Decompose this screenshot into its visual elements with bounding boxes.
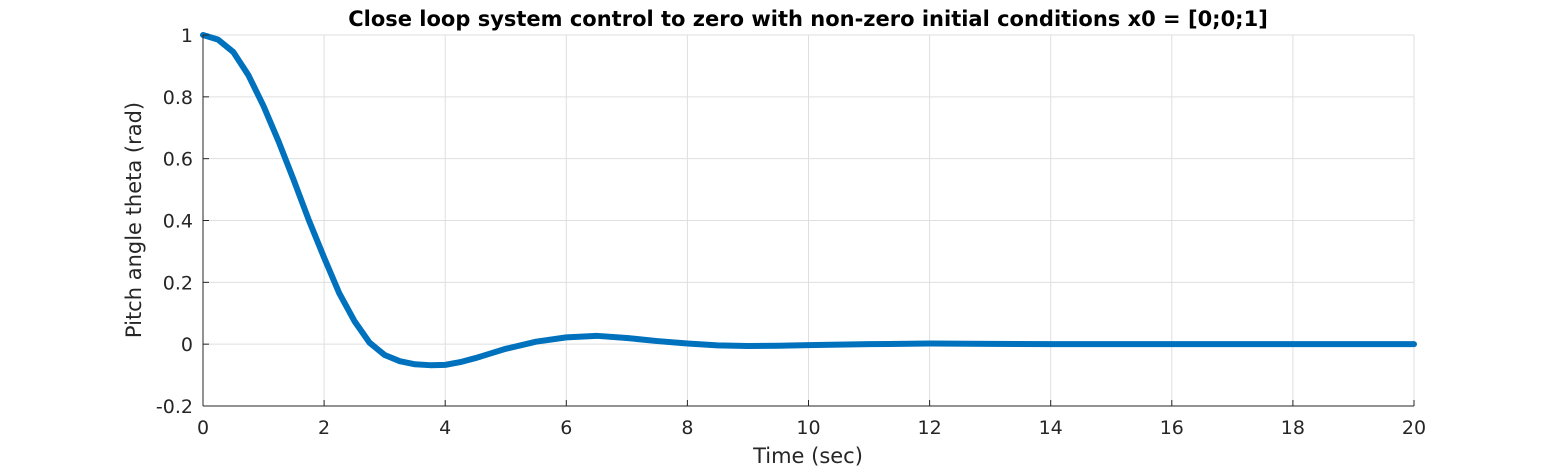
x-tick-label-4: 8 <box>681 417 693 439</box>
x-axis-label: Time (sec) <box>752 444 863 468</box>
series-layer <box>200 32 1417 369</box>
x-tick-label-7: 14 <box>1039 417 1063 439</box>
chart-title: Close loop system control to zero with n… <box>348 7 1268 31</box>
y-tick-label-5: 0.8 <box>163 87 193 109</box>
y-tick-label-6: 1 <box>181 25 193 47</box>
x-tick-label-1: 2 <box>318 417 330 439</box>
x-tick-label-10: 20 <box>1402 417 1426 439</box>
x-tick-label-2: 4 <box>439 417 451 439</box>
x-tick-label-8: 16 <box>1160 417 1184 439</box>
y-tick-label-3: 0.4 <box>163 211 193 233</box>
x-tick-label-9: 18 <box>1281 417 1305 439</box>
x-tick-label-5: 10 <box>796 417 820 439</box>
y-axis-label: Pitch angle theta (rad) <box>122 102 146 338</box>
y-tick-label-4: 0.6 <box>163 149 193 171</box>
y-tick-label-1: 0 <box>181 334 193 356</box>
x-axis-ticks: 0 2 4 6 8 10 12 14 16 18 20 <box>197 400 1426 439</box>
series-line-0 <box>200 32 1417 369</box>
y-axis-ticks: -0.2 0 0.2 0.4 0.6 0.8 1 <box>156 25 209 418</box>
x-tick-label-0: 0 <box>197 417 209 439</box>
y-tick-label-0: -0.2 <box>156 396 193 418</box>
x-tick-label-6: 12 <box>918 417 942 439</box>
x-tick-label-3: 6 <box>560 417 572 439</box>
y-tick-label-2: 0.2 <box>163 272 193 294</box>
